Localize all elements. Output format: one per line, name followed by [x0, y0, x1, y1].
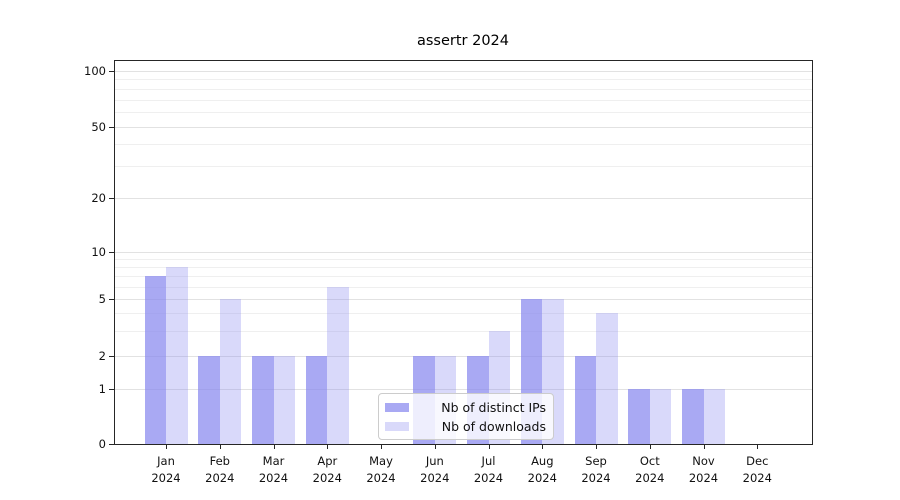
y-axis-tick [109, 389, 114, 391]
x-axis-tick [649, 445, 651, 449]
gridline-minor [115, 99, 812, 101]
x-tick-label: Sep 2024 [581, 454, 611, 485]
gridline-minor [115, 79, 812, 81]
gridline-major [115, 197, 812, 199]
x-axis-tick [542, 445, 544, 449]
x-axis-tick [703, 445, 705, 449]
gridline-major [115, 70, 812, 72]
x-tick-label: Aug 2024 [527, 454, 557, 485]
plot-border-right [812, 60, 813, 445]
bar-distinct-ips [144, 276, 166, 444]
bar-distinct-ips [574, 355, 596, 444]
gridline-minor [115, 166, 812, 168]
y-tick-label: 5 [98, 292, 106, 307]
x-tick-label: Jan 2024 [151, 454, 181, 485]
bar-distinct-ips [252, 355, 274, 444]
gridline-minor [115, 144, 812, 145]
gridline-minor [115, 286, 812, 288]
y-axis-tick [109, 251, 114, 253]
y-tick-label: 10 [91, 244, 106, 259]
gridline-minor [115, 88, 812, 90]
x-axis-tick [757, 445, 759, 449]
gridline-major [115, 299, 812, 301]
x-tick-label: Nov 2024 [688, 454, 719, 485]
bar-distinct-ips [305, 355, 328, 444]
x-axis-tick [381, 445, 382, 449]
x-axis-tick [596, 445, 597, 449]
bar-distinct-ips [198, 355, 220, 444]
bar-downloads [649, 389, 672, 444]
gridline-minor [115, 276, 812, 278]
y-axis-line [114, 60, 115, 445]
y-axis-tick [109, 299, 114, 301]
chart-title: assertr 2024 [416, 33, 510, 49]
x-tick-label: May 2024 [366, 454, 396, 485]
gridline-minor [115, 258, 812, 260]
legend-row-downloads: Nb of downloads [385, 417, 546, 436]
x-axis-tick [273, 445, 275, 449]
x-axis-line [114, 444, 813, 445]
gridline-major [115, 251, 812, 253]
bar-distinct-ips [628, 389, 650, 444]
x-tick-label: Apr 2024 [312, 454, 342, 485]
x-tick-label: Oct 2024 [635, 454, 665, 485]
bar-downloads [273, 355, 295, 444]
gridline-major [115, 389, 812, 391]
gridline-minor [115, 112, 812, 113]
x-tick-label: Dec 2024 [742, 454, 772, 485]
gridline-major [115, 355, 812, 357]
bar-distinct-ips [682, 389, 704, 444]
y-tick-label: 20 [91, 190, 106, 205]
gridline-minor [115, 267, 812, 268]
gridline-minor [115, 313, 812, 314]
x-axis-tick [327, 445, 329, 449]
y-axis-tick [109, 444, 114, 445]
y-axis-tick [109, 70, 114, 72]
legend: Nb of distinct IPs Nb of downloads [378, 393, 554, 440]
gridline-major [115, 126, 812, 128]
x-axis-tick [488, 445, 490, 449]
bar-downloads [703, 389, 725, 444]
bar-downloads [596, 313, 618, 444]
x-axis-tick [434, 445, 436, 449]
y-axis-tick [109, 355, 114, 357]
x-tick-label: Feb 2024 [205, 454, 235, 485]
y-tick-label: 1 [98, 382, 106, 397]
legend-label-downloads: Nb of downloads [441, 419, 546, 434]
legend-row-distinct-ips: Nb of distinct IPs [385, 398, 546, 417]
legend-swatch-distinct-ips [385, 403, 409, 412]
legend-swatch-downloads [385, 422, 409, 431]
y-tick-label: 50 [91, 119, 106, 134]
y-axis-tick [109, 126, 114, 128]
x-axis-tick [166, 445, 167, 449]
y-tick-label: 100 [84, 63, 106, 78]
bar-downloads [327, 286, 349, 444]
x-tick-label: Mar 2024 [258, 454, 289, 485]
x-axis-tick [219, 445, 221, 449]
gridline-minor [115, 330, 812, 332]
x-tick-label: Jul 2024 [473, 454, 504, 485]
y-tick-label: 0 [98, 437, 106, 451]
plot-border-top [114, 60, 813, 61]
bar-downloads [219, 299, 242, 444]
x-tick-label: Jun 2024 [420, 454, 450, 485]
bar-downloads [166, 267, 188, 444]
legend-label-distinct-ips: Nb of distinct IPs [441, 400, 546, 415]
y-axis-tick [109, 197, 114, 199]
y-tick-label: 2 [98, 348, 106, 363]
